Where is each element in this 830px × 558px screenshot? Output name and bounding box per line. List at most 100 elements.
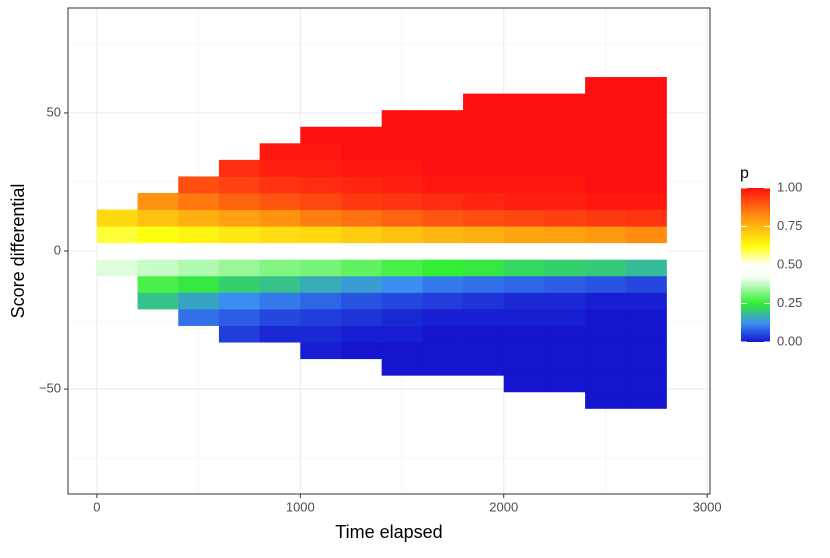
heat-cell <box>625 325 667 343</box>
heat-cell <box>300 308 342 326</box>
heat-cell <box>422 193 464 210</box>
heat-cell <box>463 342 505 360</box>
heat-cell <box>178 292 220 310</box>
heat-cell <box>340 226 383 244</box>
heat-cell <box>544 308 586 326</box>
heat-cell <box>463 143 505 161</box>
heat-cell <box>625 275 667 293</box>
heat-cell <box>137 242 179 260</box>
heat-cell <box>585 375 627 393</box>
heat-cell <box>381 358 423 376</box>
heat-cell <box>340 159 383 177</box>
heat-cell <box>463 226 505 244</box>
heat-cell <box>544 110 586 128</box>
heat-cell <box>503 93 545 111</box>
heat-cell <box>422 126 464 144</box>
heat-cell <box>137 209 179 227</box>
heat-cell <box>625 110 667 128</box>
heat-cell <box>544 275 586 293</box>
heat-cell <box>340 242 383 260</box>
heat-cell <box>463 159 505 177</box>
heat-cell <box>422 325 464 343</box>
heat-cell <box>422 292 464 310</box>
heat-cell <box>503 342 545 360</box>
heat-cell <box>381 110 423 128</box>
heat-cell <box>96 226 138 244</box>
heat-cell <box>503 358 545 376</box>
heat-cell <box>544 292 586 310</box>
heat-cell <box>422 342 464 360</box>
heat-cell <box>544 242 586 260</box>
heat-cell <box>625 292 667 310</box>
heat-cell <box>463 242 505 260</box>
heat-cell <box>422 308 464 326</box>
y-tick-label: −50 <box>39 381 61 396</box>
heat-cell <box>585 176 627 194</box>
heat-cell <box>625 242 667 260</box>
heat-cell <box>96 242 138 260</box>
heat-cell <box>544 325 586 343</box>
heat-cell <box>259 242 301 260</box>
heat-cell <box>422 242 464 260</box>
heat-cell <box>625 226 667 244</box>
heat-cell <box>625 308 667 326</box>
heat-cell <box>381 126 423 144</box>
heat-cell <box>585 358 627 376</box>
heat-cell <box>381 275 423 293</box>
heat-cell <box>625 259 667 277</box>
heat-cell <box>340 259 383 277</box>
heat-cell <box>259 159 301 177</box>
heat-cell <box>300 275 342 293</box>
heat-cell <box>218 159 261 177</box>
heat-cell <box>218 176 261 194</box>
heat-cell <box>463 259 505 277</box>
heat-cell <box>259 325 301 343</box>
heat-cell <box>625 143 667 161</box>
y-tick-label: 50 <box>47 104 61 119</box>
heat-cell <box>381 308 423 326</box>
heat-cell <box>544 358 586 376</box>
heat-cell <box>544 193 586 210</box>
legend-tick-label: 0.25 <box>777 295 802 310</box>
heat-cell <box>340 193 383 210</box>
heat-cell <box>585 77 627 95</box>
y-axis-label: Score differential <box>8 184 28 319</box>
heat-cell <box>381 226 423 244</box>
heat-cell <box>463 358 505 376</box>
heat-cell <box>503 159 545 177</box>
heat-cell <box>463 308 505 326</box>
heat-cell <box>422 226 464 244</box>
heat-cell <box>178 176 220 194</box>
heat-cell <box>585 143 627 161</box>
x-axis-label: Time elapsed <box>335 522 442 542</box>
heat-cell <box>137 292 179 310</box>
heat-cell <box>422 159 464 177</box>
heat-cell <box>259 292 301 310</box>
heat-cell <box>585 110 627 128</box>
heat-cell <box>585 308 627 326</box>
legend-tick-label: 1.00 <box>777 179 802 194</box>
heat-cell <box>585 126 627 144</box>
heat-cell <box>178 259 220 277</box>
heat-cell <box>625 93 667 111</box>
heat-cell <box>463 275 505 293</box>
heat-cell <box>544 93 586 111</box>
heat-cell <box>503 259 545 277</box>
heat-cell <box>259 193 301 210</box>
x-tick-label: 2000 <box>489 499 518 514</box>
heat-cell <box>218 226 261 244</box>
heat-cell <box>585 93 627 111</box>
heat-cell <box>463 292 505 310</box>
heat-cell <box>259 209 301 227</box>
heat-cell <box>340 325 383 343</box>
heat-cell <box>381 242 423 260</box>
heat-cell <box>503 209 545 227</box>
heat-cell <box>137 259 179 277</box>
heat-cell <box>422 110 464 128</box>
heat-cell <box>178 275 220 293</box>
x-tick-label: 3000 <box>693 499 722 514</box>
heat-cell <box>503 275 545 293</box>
heat-cell <box>340 308 383 326</box>
heat-cell <box>381 259 423 277</box>
heat-cell <box>300 126 342 144</box>
